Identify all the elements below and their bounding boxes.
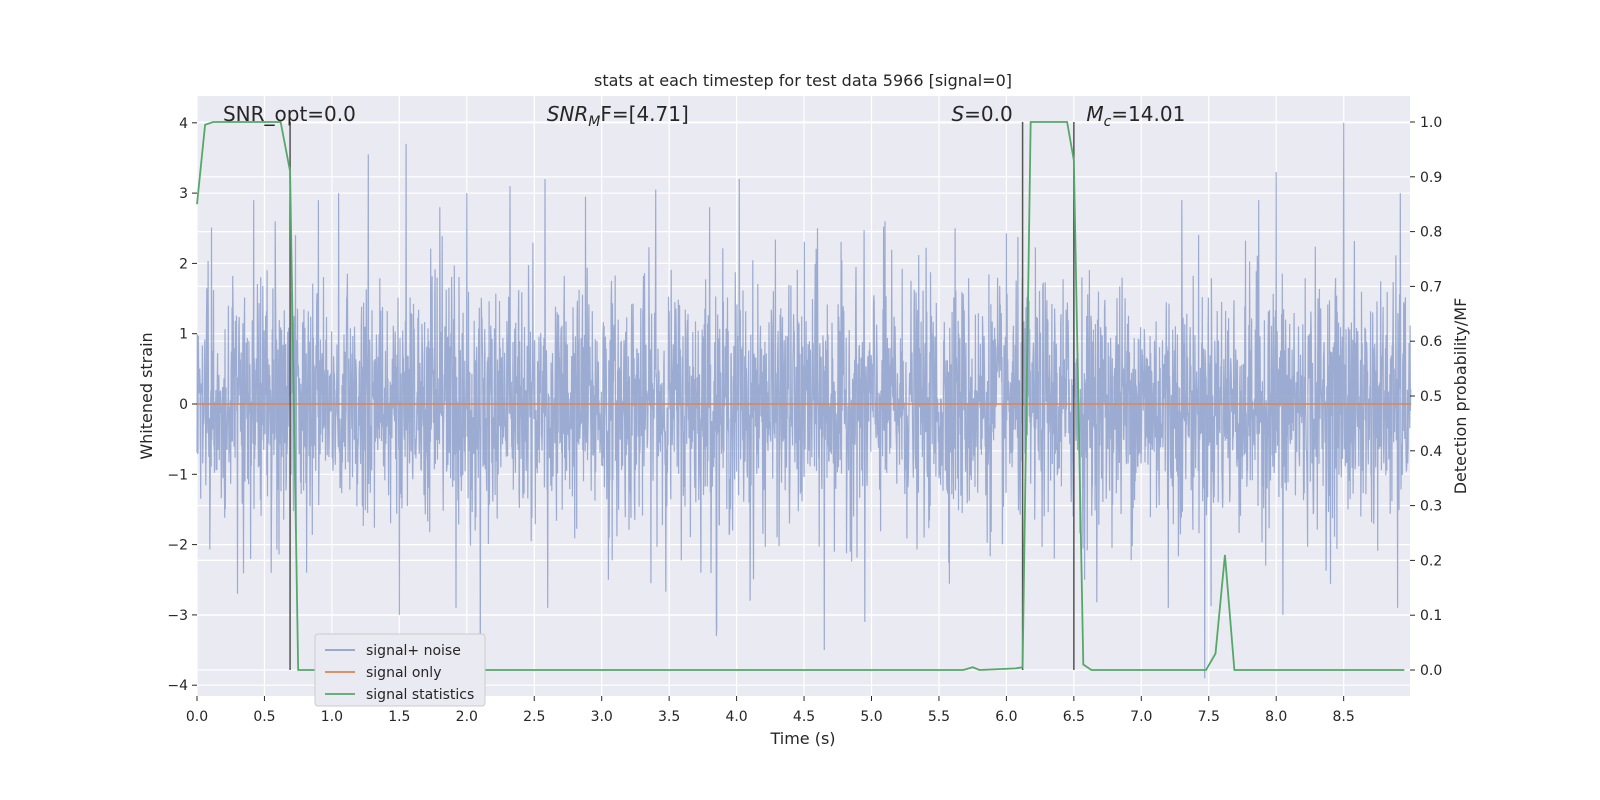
x-tick-label: 3.5 [658,709,680,725]
legend-label: signal only [366,665,441,681]
y-right-tick-label: 0.7 [1420,279,1442,295]
y-right-tick-label: 0.4 [1420,444,1442,460]
y-tick-label: −4 [167,678,188,694]
x-tick-label: 2.5 [523,709,545,725]
y-right-tick-label: 0.1 [1420,608,1442,624]
legend-label: signal+ noise [366,643,461,659]
x-tick-label: 5.5 [928,709,950,725]
signal-noise-line [196,122,1412,679]
y-right-tick-label: 0.2 [1420,553,1442,569]
y-right-tick-label: 0.9 [1420,170,1442,186]
x-tick-label: 4.5 [793,709,815,725]
y-right-tick-label: 0.8 [1420,225,1442,241]
x-axis-label: Time (s) [769,729,835,748]
x-tick-label: 7.0 [1130,709,1152,725]
y-axis-ticks: 4 3 2 1 0 −1 −2 −3 −4 [167,116,197,694]
x-tick-label: 8.5 [1333,709,1355,725]
legend: signal+ noise signal only signal statistic… [314,633,486,707]
series-signal-statistics [196,121,1405,671]
annotations: SNR_opt=0.0 SNRMF=[4.71] S=0.0 Mc=14.01 [223,102,1185,130]
x-tick-label: 1.0 [321,709,343,725]
y-right-tick-label: 0.0 [1420,663,1442,679]
y-tick-label: 2 [179,256,188,272]
legend-box [314,633,486,707]
y-tick-label: 0 [179,397,188,413]
annotation: SNRMF=[4.71] [547,102,689,130]
x-tick-label: 8.0 [1265,709,1287,725]
y-tick-label: −3 [167,608,188,624]
x-tick-label: 2.0 [456,709,478,725]
series-signal-noise [196,122,1412,679]
chart-title: stats at each timestep for test data 596… [594,71,1012,90]
y-right-tick-label: 0.5 [1420,389,1442,405]
x-tick-label: 4.0 [725,709,747,725]
y-right-tick-label: 0.6 [1420,334,1442,350]
y-axis-right-ticks: 1.0 0.9 0.8 0.7 0.6 0.5 0.4 0.3 0.2 0.1 0.0 [1410,115,1442,679]
annotation: Mc=14.01 [1086,102,1185,130]
x-tick-label: 6.0 [995,709,1017,725]
x-tick-label: 0.0 [186,709,208,725]
x-tick-label: 1.5 [388,709,410,725]
x-tick-label: 3.0 [591,709,613,725]
annotation: S=0.0 [951,102,1012,126]
y-tick-label: 3 [179,186,188,202]
legend-label: signal statistics [366,687,474,703]
x-tick-label: 7.5 [1198,709,1220,725]
x-tick-label: 6.5 [1063,709,1085,725]
y-right-tick-label: 1.0 [1420,115,1442,131]
y-tick-label: −1 [167,467,188,483]
y-tick-label: 1 [179,327,188,343]
x-axis-ticks: 0.0 0.5 1.0 1.5 2.0 2.5 3.0 3.5 4.0 4.5 5.0 5.5 6.0 6… [186,696,1355,725]
y-axis-right-label: Detection probability/MF [1451,298,1470,495]
x-tick-label: 5.0 [860,709,882,725]
y-right-tick-label: 0.3 [1420,499,1442,515]
y-axis-label: Whitened strain [137,332,156,459]
annotation: SNR_opt=0.0 [223,102,356,126]
y-tick-label: 4 [179,116,188,132]
x-tick-label: 0.5 [253,709,275,725]
y-tick-label: −2 [167,538,188,554]
